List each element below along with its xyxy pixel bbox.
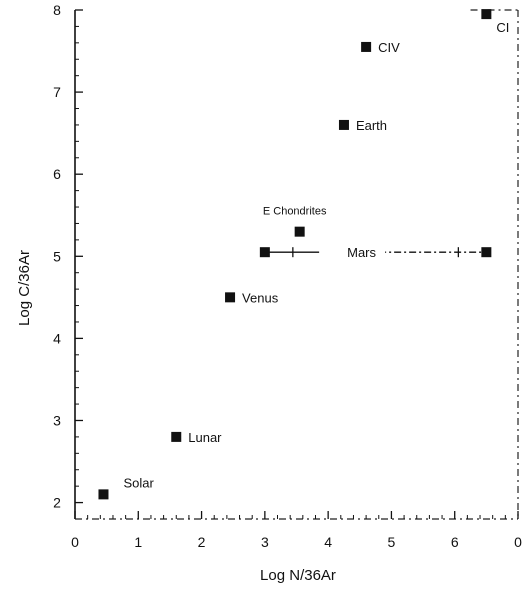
plot-frame [74, 9, 519, 520]
point-ci [481, 9, 492, 20]
point-civ [361, 41, 372, 52]
label-ci: CI [496, 20, 509, 35]
data-marks: Mars Solar Lunar Venus E Chondrites Earth CIV C… [98, 9, 509, 500]
point-e-chondrites [294, 226, 305, 237]
y-axis-label: Log C/36Ar [16, 250, 33, 326]
x-tick-label: 2 [198, 534, 206, 550]
mars-label: Mars [347, 245, 376, 260]
mars-point-min [259, 247, 270, 258]
y-tick-label: 3 [53, 412, 61, 428]
label-earth: Earth [356, 118, 387, 133]
y-tick-label: 8 [53, 2, 61, 18]
label-e-chondrites: E Chondrites [263, 206, 327, 218]
point-lunar [171, 431, 182, 442]
x-tick-label: 0 [71, 534, 79, 550]
x-tick-label: 6 [451, 534, 459, 550]
label-venus: Venus [242, 290, 279, 305]
y-tick-label: 2 [53, 495, 61, 511]
label-solar: Solar [123, 475, 154, 490]
x-axis-label: Log N/36Ar [260, 567, 336, 584]
y-tick-label: 4 [53, 330, 61, 346]
y-tick-label: 5 [53, 248, 61, 264]
y-tick-label: 7 [53, 84, 61, 100]
y-axis-ticks: 2 3 4 5 6 7 8 [53, 2, 83, 511]
point-solar [98, 489, 109, 500]
x-tick-label: 4 [324, 534, 332, 550]
x-axis-ticks: 0 1 2 3 4 5 6 0 [71, 511, 522, 550]
mars-point-max [481, 247, 492, 258]
x-tick-label: 1 [134, 534, 142, 550]
label-lunar: Lunar [188, 430, 222, 445]
y-tick-label: 6 [53, 166, 61, 182]
x-tick-label: 5 [388, 534, 396, 550]
x-tick-label: 0 [514, 534, 522, 550]
mars-label-bg [343, 243, 386, 262]
point-earth [338, 119, 349, 130]
point-venus [225, 292, 236, 303]
x-tick-label: 3 [261, 534, 269, 550]
label-civ: CIV [378, 40, 400, 55]
